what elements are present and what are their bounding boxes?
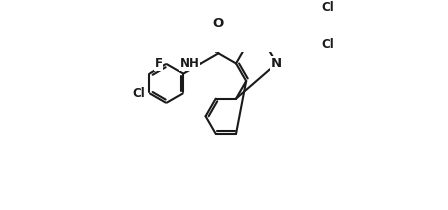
Text: F: F (155, 57, 163, 70)
Text: Cl: Cl (321, 38, 334, 51)
Text: N: N (271, 57, 282, 70)
Text: Cl: Cl (133, 87, 146, 100)
Text: O: O (213, 17, 224, 30)
Text: NH: NH (180, 57, 199, 70)
Text: Cl: Cl (321, 1, 334, 14)
